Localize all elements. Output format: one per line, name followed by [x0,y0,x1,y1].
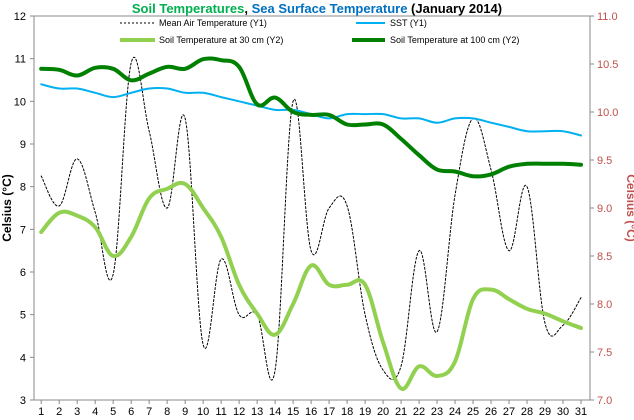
series-air-temperature [40,56,582,381]
x-tick-label: 9 [182,406,188,418]
x-tick-label: 26 [485,406,497,418]
y-left-tick-label: 6 [20,267,26,279]
y-right-tick-label: 9.0 [597,203,612,215]
x-tick-label: 2 [56,406,62,418]
x-tick-label: 6 [128,406,134,418]
y-left-tick-label: 11 [15,54,26,66]
x-tick-label: 15 [287,406,299,418]
legend-label-soil100: Soil Temperature at 100 cm (Y2) [390,35,519,45]
y-axis-left-label: Celsius (°C) [0,174,14,241]
y-right-tick-label: 7.0 [597,395,612,407]
chart-title: Soil Temperatures, Sea Surface Temperatu… [132,1,502,16]
x-tick-label: 20 [377,406,389,418]
x-tick-label: 12 [233,406,245,418]
y-left-tick-label: 4 [20,352,26,364]
x-tick-label: 19 [359,406,371,418]
x-tick-label: 11 [215,406,226,418]
x-tick-label: 28 [521,406,533,418]
y-right-tick-label: 7.5 [597,347,612,359]
y-right-tick-label: 10.0 [597,107,618,119]
legend-label-soil30: Soil Temperature at 30 cm (Y2) [159,35,283,45]
x-tick-label: 10 [197,406,209,418]
x-tick-label: 29 [539,406,551,418]
x-tick-label: 7 [146,406,152,418]
y-left-tick-label: 3 [20,395,26,407]
x-tick-label: 18 [341,406,353,418]
legend-label-sst: SST (Y1) [390,18,427,28]
series-soil-100cm [39,56,583,179]
x-tick-label: 25 [467,406,479,418]
legend-label-air: Mean Air Temperature (Y1) [159,18,267,28]
x-tick-label: 22 [413,406,425,418]
x-tick-label: 5 [110,406,116,418]
x-tick-label: 4 [92,406,98,418]
x-tick-label: 31 [575,406,587,418]
y-left-tick-label: 5 [20,310,26,322]
y-right-tick-label: 9.5 [597,155,612,167]
y-left-tick-label: 9 [20,139,26,151]
x-tick-label: 13 [251,406,263,418]
series-soil-30cm [39,180,583,391]
x-tick-label: 1 [38,406,44,418]
y-right-tick-label: 10.5 [597,59,618,71]
legend: Mean Air Temperature (Y1) SST (Y1) Soil … [120,18,519,45]
y-left-tick-label: 8 [20,182,26,194]
x-tick-label: 23 [431,406,443,418]
y-right-tick-label: 8.0 [597,299,612,311]
x-tick-label: 14 [269,406,281,418]
x-tick-label: 27 [503,406,515,418]
x-tick-label: 30 [557,406,569,418]
y-right-tick-label: 8.5 [597,251,612,263]
x-tick-label: 24 [449,406,461,418]
x-tick-label: 3 [74,406,80,418]
x-tick-label: 8 [164,406,170,418]
y-left-tick-label: 7 [20,224,26,236]
y-left-tick-label: 10 [14,96,26,108]
y-right-tick-label: 11.0 [597,11,618,23]
series-layer [39,56,583,391]
y-axis-right-label: Celsius (°C) [624,174,634,241]
y-left-tick-label: 12 [14,11,26,23]
x-tick-label: 21 [395,406,407,418]
y-axis-right-ticks: 7.0 7.5 8.0 8.5 9.0 9.5 10.0 10.5 11.0 [590,11,618,407]
x-axis-ticks: 1 2 3 4 5 6 7 8 9 10 11 12 13 14 15 16 17 18 19 20 21 22 23 24 2… [38,400,587,418]
x-tick-label: 17 [323,406,335,418]
y-axis-left-ticks: 3 4 5 6 7 8 9 10 11 12 [14,11,34,407]
x-tick-label: 16 [305,406,317,418]
